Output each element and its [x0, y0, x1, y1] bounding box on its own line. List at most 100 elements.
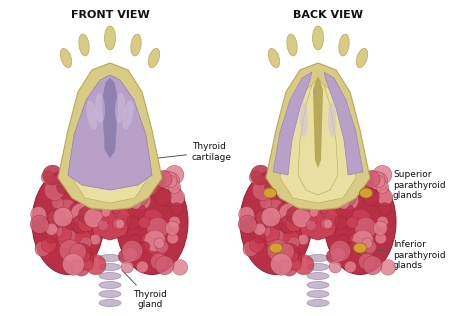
Circle shape	[288, 251, 298, 261]
Circle shape	[289, 259, 299, 270]
Circle shape	[75, 230, 91, 246]
Circle shape	[288, 237, 300, 249]
Circle shape	[144, 230, 165, 252]
Circle shape	[291, 193, 306, 209]
Circle shape	[54, 174, 65, 186]
Circle shape	[61, 249, 72, 261]
Polygon shape	[58, 63, 162, 210]
Polygon shape	[273, 72, 312, 175]
Circle shape	[283, 250, 302, 268]
Circle shape	[338, 198, 349, 209]
Circle shape	[85, 187, 100, 202]
Circle shape	[267, 240, 289, 261]
Circle shape	[46, 223, 57, 235]
Circle shape	[264, 227, 280, 243]
Text: Inferior
parathyroid
glands: Inferior parathyroid glands	[363, 240, 446, 270]
Text: Superior
parathyroid
glands: Superior parathyroid glands	[369, 170, 446, 200]
Circle shape	[101, 208, 110, 217]
Circle shape	[70, 243, 86, 260]
Circle shape	[309, 208, 319, 217]
Ellipse shape	[86, 100, 98, 130]
Circle shape	[323, 219, 332, 228]
Circle shape	[255, 209, 274, 228]
Polygon shape	[296, 188, 340, 240]
Circle shape	[279, 203, 300, 224]
Circle shape	[158, 171, 172, 184]
Circle shape	[70, 173, 85, 188]
Circle shape	[295, 188, 311, 204]
Circle shape	[329, 261, 341, 273]
Circle shape	[154, 238, 164, 248]
Ellipse shape	[131, 34, 141, 56]
Circle shape	[101, 216, 109, 224]
Circle shape	[150, 240, 167, 257]
Circle shape	[340, 191, 359, 210]
Circle shape	[81, 259, 91, 270]
Ellipse shape	[307, 264, 329, 270]
Circle shape	[342, 165, 363, 185]
Circle shape	[251, 165, 271, 185]
Circle shape	[335, 179, 347, 192]
Circle shape	[172, 260, 188, 275]
Ellipse shape	[99, 282, 121, 289]
Circle shape	[252, 180, 273, 200]
Ellipse shape	[104, 26, 116, 50]
Circle shape	[126, 216, 139, 229]
Circle shape	[283, 196, 301, 213]
Circle shape	[278, 202, 293, 217]
Circle shape	[292, 179, 309, 195]
Ellipse shape	[270, 243, 283, 253]
Circle shape	[171, 203, 183, 216]
Circle shape	[377, 190, 393, 205]
Circle shape	[258, 224, 271, 237]
Circle shape	[165, 221, 179, 235]
Ellipse shape	[264, 188, 276, 198]
Circle shape	[294, 255, 314, 275]
Circle shape	[56, 199, 77, 219]
Circle shape	[142, 209, 163, 231]
Circle shape	[149, 182, 161, 193]
Circle shape	[84, 179, 100, 195]
Circle shape	[140, 177, 159, 196]
Circle shape	[132, 191, 151, 210]
Circle shape	[363, 188, 379, 205]
Circle shape	[106, 192, 118, 203]
Ellipse shape	[99, 254, 121, 262]
Circle shape	[357, 182, 368, 193]
Circle shape	[378, 203, 391, 216]
Circle shape	[140, 182, 153, 194]
Circle shape	[347, 183, 360, 196]
Polygon shape	[68, 75, 152, 190]
Circle shape	[352, 230, 374, 252]
Circle shape	[306, 203, 314, 210]
Circle shape	[321, 188, 339, 207]
Circle shape	[358, 240, 375, 257]
Circle shape	[55, 227, 72, 243]
Circle shape	[139, 241, 150, 252]
Circle shape	[238, 215, 256, 234]
Circle shape	[122, 175, 139, 192]
Text: Thyroid
cartilage: Thyroid cartilage	[143, 142, 232, 162]
Ellipse shape	[122, 100, 134, 130]
Circle shape	[129, 234, 141, 246]
Circle shape	[330, 240, 351, 261]
Circle shape	[126, 178, 147, 199]
Circle shape	[353, 171, 374, 191]
Circle shape	[122, 240, 143, 261]
Circle shape	[268, 180, 282, 194]
Circle shape	[169, 190, 185, 205]
Circle shape	[47, 209, 66, 228]
Circle shape	[128, 202, 146, 219]
Circle shape	[375, 233, 386, 244]
Circle shape	[271, 253, 292, 275]
Ellipse shape	[328, 102, 336, 137]
Circle shape	[340, 171, 353, 184]
Circle shape	[293, 168, 310, 185]
Ellipse shape	[115, 93, 125, 123]
Ellipse shape	[99, 300, 121, 307]
Circle shape	[98, 203, 106, 210]
Circle shape	[320, 205, 328, 214]
Circle shape	[355, 217, 376, 239]
Circle shape	[261, 207, 281, 227]
Circle shape	[98, 220, 109, 231]
